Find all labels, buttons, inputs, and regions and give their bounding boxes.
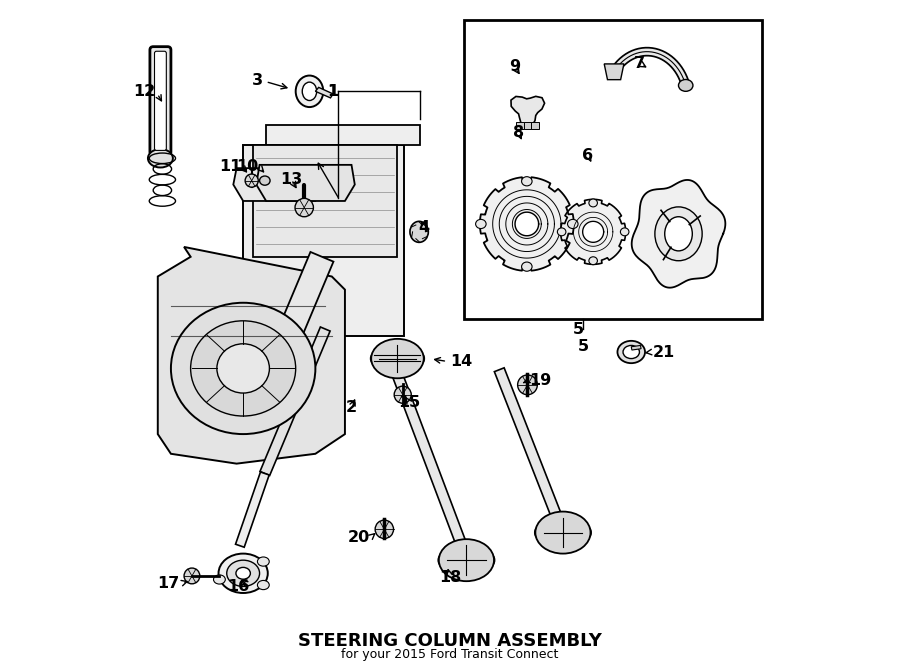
Ellipse shape <box>371 339 424 378</box>
FancyBboxPatch shape <box>155 51 166 150</box>
FancyBboxPatch shape <box>150 46 171 155</box>
Circle shape <box>295 199 313 216</box>
Circle shape <box>245 174 258 187</box>
Polygon shape <box>631 346 641 350</box>
Polygon shape <box>511 97 544 128</box>
Text: 14: 14 <box>450 354 472 369</box>
Ellipse shape <box>439 539 494 581</box>
Circle shape <box>184 568 200 584</box>
Ellipse shape <box>620 228 629 236</box>
Ellipse shape <box>296 75 323 107</box>
Polygon shape <box>266 126 420 145</box>
Ellipse shape <box>415 353 425 365</box>
Text: for your 2015 Ford Transit Connect: for your 2015 Ford Transit Connect <box>341 647 559 661</box>
Text: 8: 8 <box>513 124 524 140</box>
Ellipse shape <box>617 341 645 363</box>
Text: 5: 5 <box>572 322 583 336</box>
Polygon shape <box>260 327 330 475</box>
Ellipse shape <box>236 567 250 579</box>
Polygon shape <box>233 168 325 201</box>
Text: 15: 15 <box>398 395 420 410</box>
Polygon shape <box>392 373 468 551</box>
Circle shape <box>518 375 537 395</box>
Circle shape <box>375 520 393 538</box>
Polygon shape <box>243 145 404 336</box>
Polygon shape <box>256 165 355 201</box>
Text: STEERING COLUMN ASSEMBLY: STEERING COLUMN ASSEMBLY <box>298 632 602 650</box>
Polygon shape <box>516 122 524 128</box>
Ellipse shape <box>623 346 639 359</box>
Text: 1: 1 <box>328 84 338 99</box>
Ellipse shape <box>535 526 544 539</box>
Text: 1: 1 <box>328 84 338 99</box>
Text: 7: 7 <box>634 56 644 71</box>
Ellipse shape <box>665 216 692 251</box>
Polygon shape <box>561 199 626 264</box>
Ellipse shape <box>475 219 486 228</box>
Ellipse shape <box>302 82 317 101</box>
Ellipse shape <box>679 79 693 91</box>
Ellipse shape <box>257 557 269 566</box>
Ellipse shape <box>219 553 268 593</box>
Ellipse shape <box>568 219 578 228</box>
Text: 5: 5 <box>578 339 589 354</box>
Text: 2: 2 <box>346 401 357 415</box>
Polygon shape <box>604 64 624 79</box>
Circle shape <box>394 386 411 403</box>
Polygon shape <box>531 122 539 128</box>
Text: 3: 3 <box>252 73 263 88</box>
Ellipse shape <box>227 560 259 587</box>
Text: 11: 11 <box>219 159 241 173</box>
Bar <box>464 21 762 319</box>
Polygon shape <box>253 145 398 257</box>
Ellipse shape <box>485 554 495 567</box>
Polygon shape <box>515 212 538 236</box>
Text: 13: 13 <box>280 172 302 187</box>
Text: 17: 17 <box>158 577 179 591</box>
Text: 20: 20 <box>347 530 370 545</box>
Ellipse shape <box>410 221 428 242</box>
Ellipse shape <box>171 303 315 434</box>
Polygon shape <box>315 87 333 98</box>
Ellipse shape <box>438 554 448 567</box>
Ellipse shape <box>257 581 269 590</box>
Polygon shape <box>158 247 345 463</box>
Ellipse shape <box>522 262 532 271</box>
Text: 6: 6 <box>582 148 593 162</box>
Polygon shape <box>524 122 531 128</box>
Text: 21: 21 <box>652 344 674 359</box>
Ellipse shape <box>589 199 598 207</box>
Ellipse shape <box>191 321 296 416</box>
Ellipse shape <box>655 207 702 261</box>
Text: 12: 12 <box>133 84 156 99</box>
Text: 10: 10 <box>236 159 258 173</box>
Polygon shape <box>236 472 269 547</box>
Text: 9: 9 <box>508 59 520 74</box>
Text: 4: 4 <box>418 220 429 235</box>
Ellipse shape <box>213 575 225 584</box>
Ellipse shape <box>522 177 532 186</box>
Text: 19: 19 <box>529 373 551 388</box>
Ellipse shape <box>589 257 598 265</box>
Ellipse shape <box>581 526 591 539</box>
Polygon shape <box>494 368 568 534</box>
Text: 18: 18 <box>439 570 461 585</box>
Polygon shape <box>241 252 334 426</box>
Ellipse shape <box>557 228 566 236</box>
Polygon shape <box>582 221 604 242</box>
Ellipse shape <box>217 344 269 393</box>
Ellipse shape <box>536 512 590 553</box>
Ellipse shape <box>148 149 173 167</box>
Polygon shape <box>480 177 574 271</box>
Polygon shape <box>632 180 725 288</box>
Text: 16: 16 <box>228 579 249 594</box>
Ellipse shape <box>371 353 380 365</box>
Ellipse shape <box>259 176 270 185</box>
